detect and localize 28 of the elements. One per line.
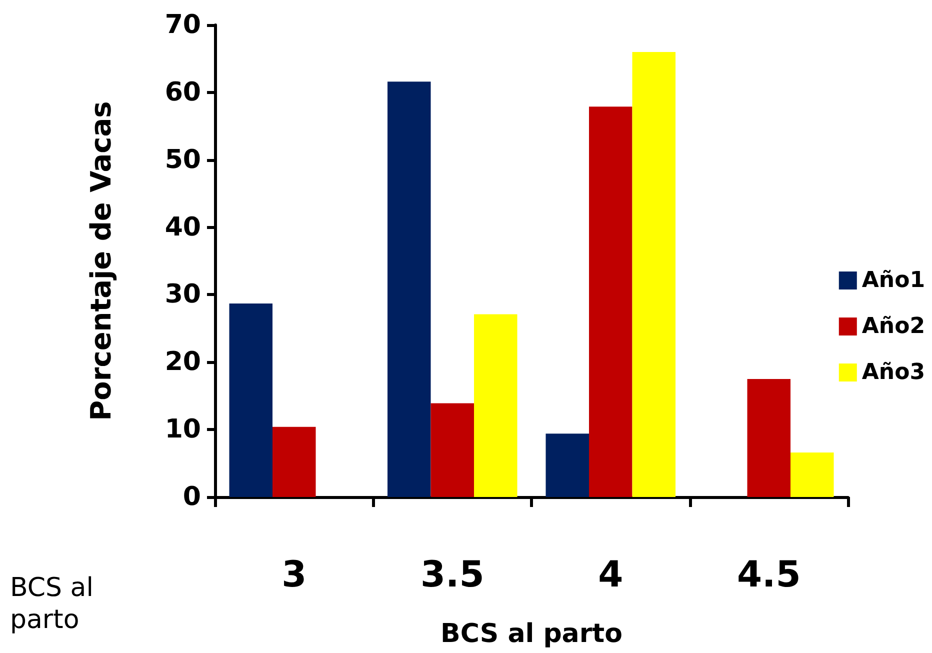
legend-label: Año3 [862,360,926,385]
legend-label: Año2 [862,314,926,339]
bar [632,52,676,497]
bar [588,106,632,497]
y-tick-label: 50 [164,144,201,175]
legend-label: Año1 [862,268,926,293]
bar [546,434,589,497]
bar [387,82,431,497]
y-tick-label: 20 [164,347,201,378]
text: BCS al parto [10,572,94,636]
bar [229,303,272,497]
bar [272,426,316,497]
y-tick-label: 10 [164,414,201,445]
bar [790,452,834,497]
x-tick-label: 3.5 [420,554,484,596]
y-tick-label: 60 [164,77,201,108]
bar [474,314,518,497]
x-tick-label: 4 [598,554,624,596]
x-tick-label: 4.5 [736,554,801,596]
bar [747,379,791,497]
bar [430,403,474,497]
y-tick-label: 70 [164,10,201,40]
x-axis-title: BCS al parto [440,619,622,649]
y-tick-label: 30 [164,280,201,310]
x-tick-label: 3 [282,554,307,596]
y-tick-label: 40 [164,212,201,242]
y-axis-title: Porcentaje de Vacas [84,101,118,421]
y-tick-label: 0 [182,482,201,512]
